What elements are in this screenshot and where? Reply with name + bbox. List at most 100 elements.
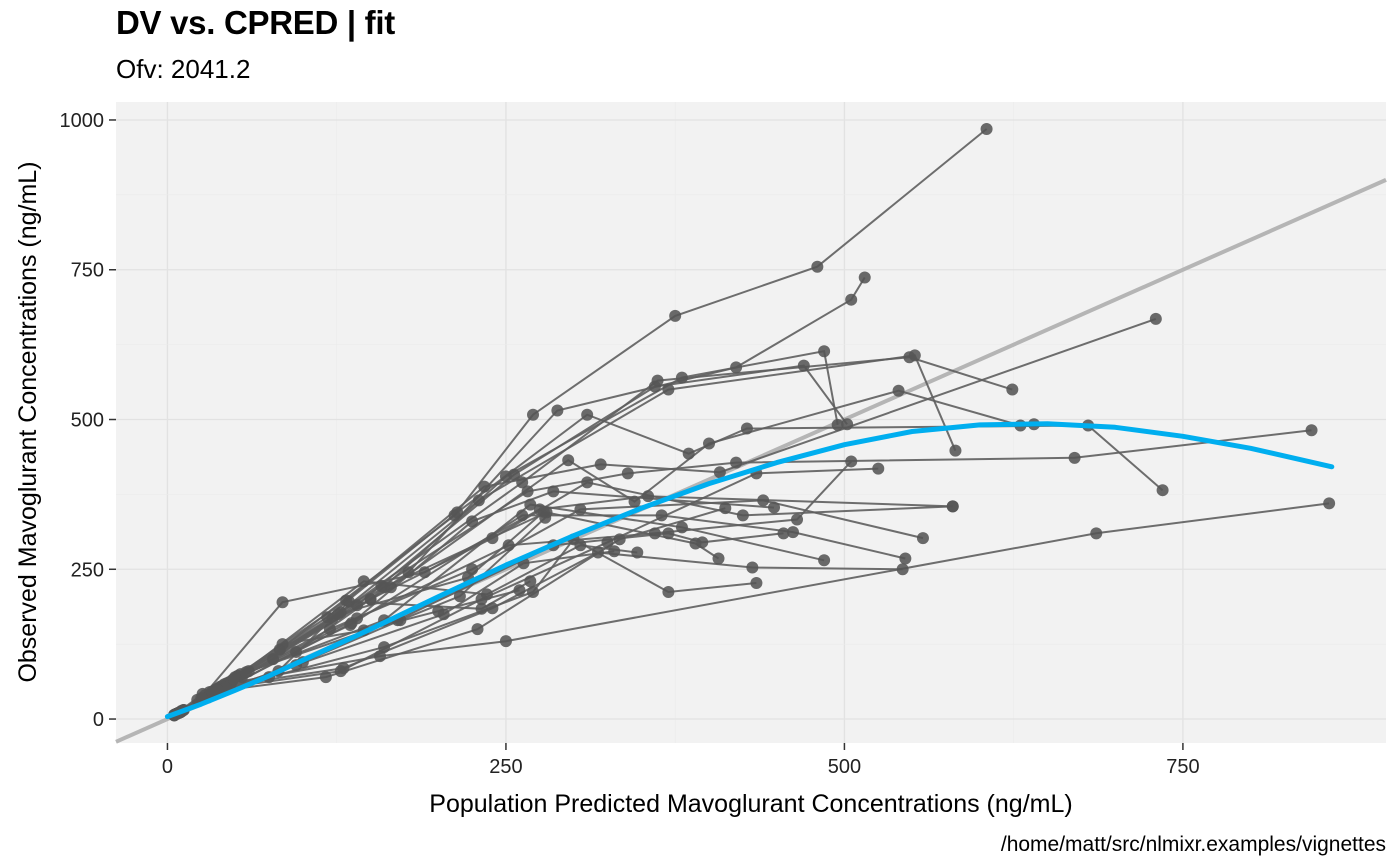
data-point [903, 351, 916, 364]
data-point [574, 539, 587, 552]
data-point [524, 575, 537, 588]
y-axis-title: Observed Mavoglurant Concentrations (ng/… [14, 161, 42, 682]
data-point [527, 408, 540, 421]
y-tick-label: 750 [71, 260, 104, 282]
data-point [662, 586, 675, 599]
data-point [418, 566, 431, 579]
data-point [516, 509, 529, 522]
data-point [466, 515, 479, 528]
data-point [1156, 484, 1169, 497]
data-point [608, 545, 621, 558]
data-point [378, 581, 391, 594]
data-point [675, 521, 688, 534]
data-point [1149, 312, 1162, 325]
data-point [845, 293, 858, 306]
data-point [613, 533, 626, 546]
data-point [631, 546, 644, 559]
data-point [524, 498, 537, 511]
x-axis-title: Population Predicted Mavoglurant Concent… [429, 790, 1072, 818]
smooth-curve-layer [164, 421, 1335, 720]
data-point [478, 480, 491, 493]
data-point [651, 374, 664, 387]
data-point [642, 490, 655, 503]
data-point [831, 418, 844, 431]
data-point [858, 271, 871, 284]
data-point [513, 584, 526, 597]
smooth-curve [164, 421, 1335, 720]
y-tick-label: 1000 [60, 110, 105, 132]
data-point [453, 590, 466, 603]
data-point [750, 577, 763, 590]
data-point [655, 509, 668, 522]
data-point [797, 359, 810, 372]
data-point [378, 641, 391, 654]
y-tick-label: 0 [93, 709, 104, 731]
data-point [896, 563, 909, 576]
data-point [740, 422, 753, 435]
x-tick-label: 500 [828, 756, 861, 778]
data-point [601, 536, 614, 549]
data-point [499, 470, 512, 483]
data-point [980, 122, 993, 135]
data-point [432, 605, 445, 618]
data-point [357, 575, 370, 588]
data-point [757, 494, 770, 507]
data-point [777, 527, 790, 540]
data-point [475, 602, 488, 615]
caption-path: /home/matt/src/nlmixr.examples/vignettes [1000, 833, 1386, 856]
data-point [719, 502, 732, 515]
data-point [332, 608, 345, 621]
x-tick-label: 0 [162, 756, 173, 778]
data-point [768, 501, 781, 514]
data-point [946, 500, 959, 513]
data-point [703, 437, 716, 450]
data-point [1323, 497, 1336, 510]
data-point [696, 536, 709, 549]
data-point [527, 586, 540, 599]
data-point [594, 458, 607, 471]
data-point [662, 383, 675, 396]
data-point [791, 513, 804, 526]
data-point [581, 408, 594, 421]
data-point [342, 595, 355, 608]
data-point [682, 447, 695, 460]
data-point [713, 466, 726, 479]
data-point [592, 546, 605, 559]
axes: 0 250 500 750 0 250 500 750 1000 [60, 110, 1200, 778]
data-point [841, 418, 854, 431]
x-tick-label: 250 [489, 756, 522, 778]
data-point [323, 623, 336, 636]
data-point [471, 623, 484, 636]
data-point [239, 666, 252, 679]
data-point [537, 505, 550, 518]
data-point [521, 485, 534, 498]
data-point [319, 671, 332, 684]
x-tick-label: 750 [1166, 756, 1199, 778]
data-point [1305, 424, 1318, 437]
data-point [811, 260, 824, 273]
data-point [845, 455, 858, 468]
data-point [276, 596, 289, 609]
data-point [276, 638, 289, 651]
data-point [949, 444, 962, 457]
data-point [486, 602, 499, 615]
y-tick-label: 250 [71, 559, 104, 581]
data-point [872, 462, 885, 475]
data-point [516, 476, 529, 489]
data-point [267, 653, 280, 666]
data-point [916, 532, 929, 545]
data-point [402, 566, 415, 579]
data-point [551, 404, 564, 417]
data-point [451, 506, 464, 519]
data-point [662, 527, 675, 540]
data-point [818, 345, 831, 358]
data-point [562, 454, 575, 467]
data-point [486, 532, 499, 545]
data-point [899, 552, 912, 565]
data-point [374, 650, 387, 663]
data-point [786, 526, 799, 539]
data-point [648, 527, 661, 540]
data-point [892, 384, 905, 397]
data-point [290, 645, 303, 658]
data-point [547, 485, 560, 498]
